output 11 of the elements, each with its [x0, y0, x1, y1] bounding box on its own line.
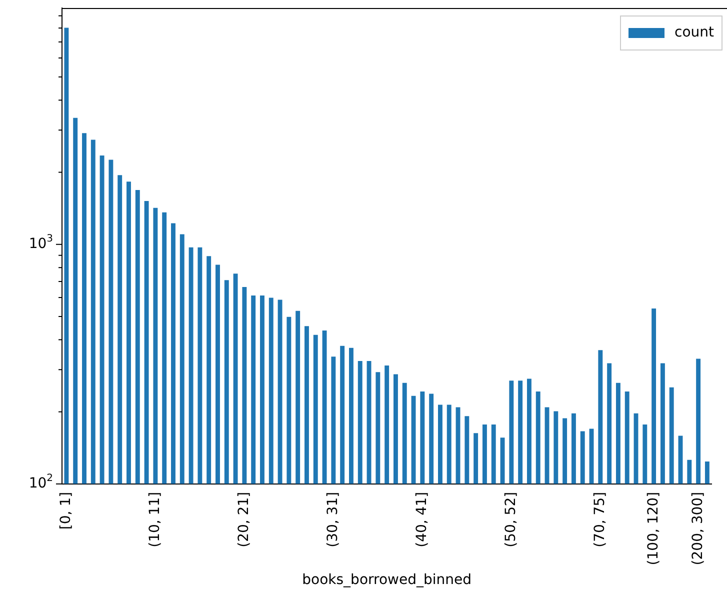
x-tick-label: (10, 11] — [147, 492, 164, 548]
x-tick-label: (200, 300] — [690, 492, 706, 566]
x-axis-title: books_borrowed_binned — [302, 572, 472, 588]
x-tick-label: (100, 120] — [645, 492, 662, 566]
x-tick-label: (50, 52] — [503, 492, 520, 548]
legend-label: count — [674, 24, 715, 41]
x-tick-label: (70, 75] — [592, 492, 608, 548]
x-tick-label: (30, 31] — [325, 492, 342, 548]
x-tick-label: (20, 21] — [236, 492, 252, 548]
x-tick-label: (40, 41] — [414, 492, 430, 548]
x-tick-label: [0, 1] — [58, 492, 74, 530]
